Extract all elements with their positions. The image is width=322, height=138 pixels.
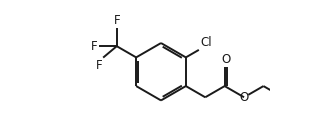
- Text: F: F: [95, 59, 102, 72]
- Text: O: O: [221, 53, 230, 66]
- Text: F: F: [113, 14, 120, 27]
- Text: F: F: [91, 40, 97, 53]
- Text: Cl: Cl: [200, 36, 212, 49]
- Text: O: O: [240, 91, 249, 104]
